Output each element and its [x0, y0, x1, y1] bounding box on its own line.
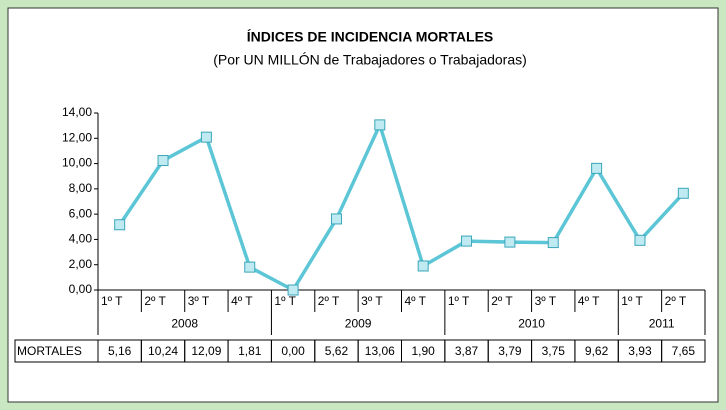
data-table-value: 9,62 [585, 344, 609, 358]
x-tick-label: 3º T [188, 294, 210, 308]
marker [504, 236, 516, 248]
marker [461, 235, 473, 247]
x-tick-label: 2º T [144, 294, 166, 308]
data-table-value: 10,24 [148, 344, 178, 358]
series-line [118, 123, 685, 292]
data-table-cell [661, 339, 706, 363]
y-tick-label: 8,00 [69, 181, 93, 195]
x-tick-label: 3º T [361, 294, 383, 308]
marker [244, 261, 256, 273]
marker [417, 260, 429, 272]
marker [374, 119, 386, 131]
marker [591, 162, 603, 174]
x-tick-label: 1º T [621, 294, 643, 308]
x-tick-label: 2º T [491, 294, 513, 308]
x-tick-label: 1º T [274, 294, 296, 308]
data-table-value: 1,81 [238, 344, 262, 358]
legend-label: MORTALES [17, 344, 82, 358]
y-tick-label: 12,00 [62, 130, 92, 144]
data-table-value: 13,06 [365, 344, 395, 358]
marker [330, 213, 342, 225]
x-group-label: 2009 [345, 317, 372, 331]
marker [677, 187, 689, 199]
x-tick-label: 4º T [578, 294, 600, 308]
data-table-value: 5,16 [108, 344, 132, 358]
marker [200, 131, 212, 143]
x-tick-label: 2º T [318, 294, 340, 308]
data-table-value: 3,75 [542, 344, 566, 358]
data-table-value: 5,62 [325, 344, 349, 358]
x-tick-label: 1º T [101, 294, 123, 308]
data-table-value: 1,90 [411, 344, 435, 358]
x-tick-label: 1º T [448, 294, 470, 308]
data-table-value: 12,09 [191, 344, 221, 358]
x-group-label: 2010 [518, 317, 545, 331]
chart-title: ÍNDICES DE INCIDENCIA MORTALES [247, 29, 494, 45]
x-tick-label: 4º T [231, 294, 253, 308]
y-tick-label: 2,00 [69, 257, 93, 271]
data-table-value: 3,79 [498, 344, 522, 358]
marker [287, 284, 299, 296]
y-tick-label: 14,00 [62, 105, 92, 119]
marker [547, 237, 559, 249]
y-tick-label: 0,00 [69, 282, 93, 296]
chart-frame [7, 7, 719, 403]
chart-subtitle: (Por UN MILLÓN de Trabajadores o Trabaja… [213, 52, 527, 68]
data-table-value: 7,65 [672, 344, 696, 358]
y-tick-label: 4,00 [69, 232, 93, 246]
y-tick-label: 10,00 [62, 156, 92, 170]
x-tick-label: 2º T [665, 294, 687, 308]
x-group-label: 2011 [649, 317, 675, 331]
x-group-label: 2008 [171, 317, 198, 331]
data-table-value: 0,00 [281, 344, 305, 358]
y-tick-label: 6,00 [69, 206, 93, 220]
data-table-value: 3,93 [628, 344, 652, 358]
x-tick-label: 4º T [405, 294, 427, 308]
marker [114, 219, 126, 231]
data-table-value: 3,87 [455, 344, 479, 358]
x-tick-label: 3º T [535, 294, 557, 308]
marker [634, 234, 646, 246]
marker [157, 155, 169, 167]
